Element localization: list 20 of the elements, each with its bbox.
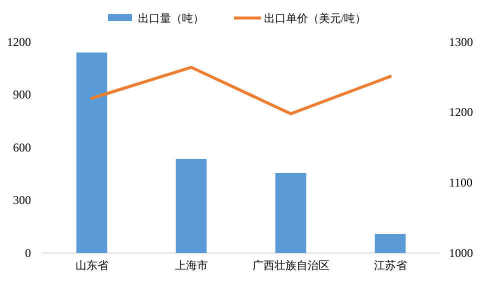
y-tick-label: 600 xyxy=(13,140,31,154)
bar xyxy=(275,172,306,253)
x-tick-label: 上海市 xyxy=(174,259,208,272)
y2-tick-label: 1300 xyxy=(449,34,473,49)
legend-label: 出口单价（美元/吨） xyxy=(264,12,366,25)
legend-label: 出口量（吨） xyxy=(138,12,204,25)
bar xyxy=(176,158,207,253)
bar xyxy=(374,234,406,253)
y2-tick-label: 1200 xyxy=(449,105,473,120)
y2-tick-label: 1100 xyxy=(449,176,473,190)
x-tick-label: 山东省 xyxy=(75,259,108,272)
x-tick-label: 江苏省 xyxy=(374,259,407,272)
y-tick-label: 1200 xyxy=(7,34,31,49)
y-tick-label: 0 xyxy=(25,246,31,260)
line-series xyxy=(90,66,392,116)
y-tick-label: 900 xyxy=(13,88,31,102)
y-tick-label: 300 xyxy=(13,193,31,208)
x-tick-label: 广西壮族自治区 xyxy=(252,259,330,272)
bar xyxy=(76,52,108,253)
y2-tick-label: 1000 xyxy=(449,246,473,260)
